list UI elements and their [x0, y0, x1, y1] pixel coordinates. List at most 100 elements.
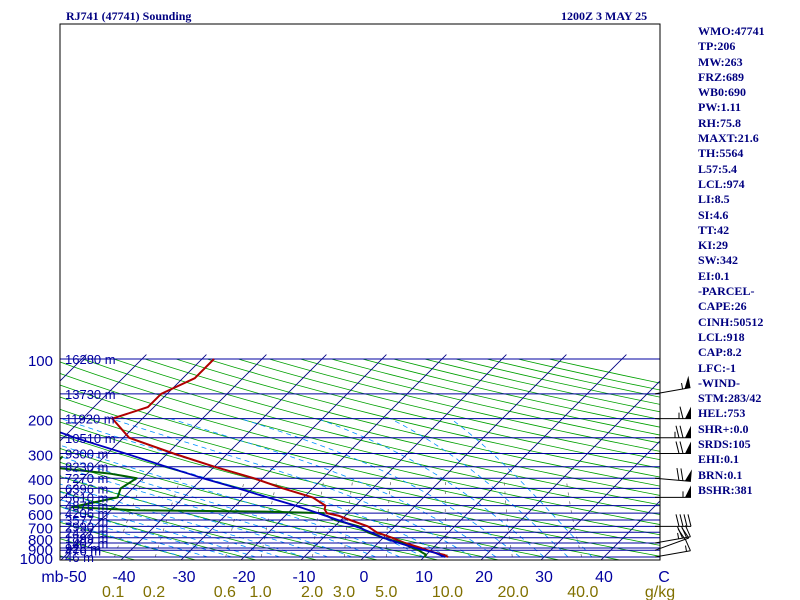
isotherm [60, 354, 147, 442]
barb-flag [685, 406, 691, 419]
temperature-tick-label: 10 [415, 569, 433, 586]
index-line: TT:42 [698, 222, 730, 237]
index-line: SHR+:0.0 [698, 421, 749, 436]
isotherm [120, 354, 327, 560]
height-label: 7270 m [65, 471, 108, 486]
temperature-tick-label: 30 [535, 569, 553, 586]
height-label: 1899 m [65, 531, 108, 546]
height-label: 2990 m [65, 519, 108, 534]
height-label: 4878 m [65, 499, 108, 514]
barb-feather [684, 539, 691, 551]
barb-feather [679, 441, 684, 454]
barb-staff [654, 550, 691, 558]
mixing-ratio-tick-label: 10.0 [432, 584, 463, 600]
height-label: 10510 m [65, 431, 116, 446]
mixing-ratio-tick-label: 2.0 [301, 584, 323, 600]
moist-adiabat [60, 455, 377, 558]
pressure-tick-label: 1000 [20, 551, 53, 568]
height-label: 476 m [65, 543, 101, 558]
dry-adiabat [60, 396, 660, 546]
index-line: SRDS:105 [698, 437, 751, 452]
isotherm [480, 380, 660, 560]
index-line: TP:206 [698, 39, 736, 54]
index-line: WMO:47741 [698, 24, 765, 38]
height-label: 1402 m [65, 536, 108, 551]
dry-adiabat [60, 521, 198, 560]
index-line: SI:4.6 [698, 207, 729, 222]
barb-feather [683, 514, 688, 527]
barb-feather [679, 425, 684, 438]
dry-adiabat [82, 358, 660, 506]
index-line: EHI:0.1 [698, 452, 740, 467]
mixing-ratio-tick-label: 40.0 [567, 584, 598, 600]
barb-half-feather [684, 545, 688, 552]
wind-barb [655, 406, 691, 420]
index-line: LFC:-1 [698, 360, 736, 375]
barb-feather [675, 514, 680, 527]
index-line: FRZ:689 [698, 69, 744, 84]
index-line: WB0:690 [698, 85, 746, 100]
pressure-tick-label: 500 [28, 491, 53, 508]
temperature-tick-label: -10 [292, 569, 315, 586]
parcel-trace [60, 431, 446, 558]
dry-adiabat [238, 358, 660, 461]
index-line: CINH:50512 [698, 314, 764, 329]
isotherm [420, 354, 627, 560]
height-label: 5610 m [65, 490, 108, 505]
barb-feather [681, 525, 687, 538]
sounding-time: 1200Z 3 MAY 25 [561, 9, 648, 23]
barb-flag [684, 469, 692, 482]
index-line: LCL:974 [698, 176, 745, 191]
height-label: 46 m [65, 550, 94, 565]
barb-feather [676, 468, 680, 481]
mixing-ratio-tick-label: 0.6 [214, 584, 236, 600]
pressure-tick-label: 600 [28, 507, 53, 524]
barb-staff [654, 477, 691, 482]
pressure-tick-label: 800 [28, 532, 53, 549]
barb-feather [675, 441, 680, 454]
height-label: 9300 m [65, 446, 108, 461]
barb-staff [654, 387, 691, 395]
index-line: MW:263 [698, 54, 743, 69]
index-line: STM:283/42 [698, 391, 762, 406]
moist-adiabat [60, 520, 185, 558]
mixing-ratio-line [565, 478, 583, 558]
index-line: KI:29 [698, 238, 728, 253]
dry-adiabat [60, 461, 440, 560]
wind-barb [654, 468, 692, 482]
height-label: 2427 m [65, 525, 108, 540]
barb-flag [685, 425, 691, 438]
temperature-tick-label: -30 [172, 569, 195, 586]
dry-adiabat [300, 358, 660, 444]
dry-adiabat [60, 372, 660, 525]
height-label: 13730 m [65, 387, 116, 402]
index-line: LI:8.5 [698, 192, 730, 207]
barb-feather [687, 514, 692, 527]
wind-barb [655, 514, 692, 527]
temperature-tick-label: 20 [475, 569, 493, 586]
index-line: SW:342 [698, 253, 739, 268]
barb-flag [685, 441, 691, 454]
mixing-ratio-tick-label: 0.2 [143, 584, 165, 600]
index-panel: WMO:47741 TP:206 MW:263 FRZ:689 WB0:690 PW:1.… [698, 24, 798, 498]
mixing-ratio-tick-label: 20.0 [497, 584, 528, 600]
height-label: 11920 m [65, 412, 115, 427]
temperature-trace [111, 358, 449, 558]
dry-adiabat [60, 408, 660, 557]
index-line: RH:75.8 [698, 115, 741, 130]
wind-barb [655, 441, 691, 454]
wind-barb [654, 539, 691, 558]
plot-frame [59, 23, 661, 561]
dry-adiabat [60, 506, 258, 560]
barb-feather [684, 525, 691, 537]
pressure-tick-label: 700 [28, 520, 53, 537]
index-line: LCL:918 [698, 329, 745, 344]
index-line: BRN:0.1 [698, 467, 743, 482]
dry-adiabat [206, 358, 660, 469]
temperature-tick-label: 40 [595, 569, 613, 586]
barb-feather [679, 514, 684, 527]
barb-feather [680, 468, 684, 481]
temperature-tick-label: mb-50 [41, 569, 86, 586]
mixing-ratio-tick-label: 3.0 [333, 584, 355, 600]
